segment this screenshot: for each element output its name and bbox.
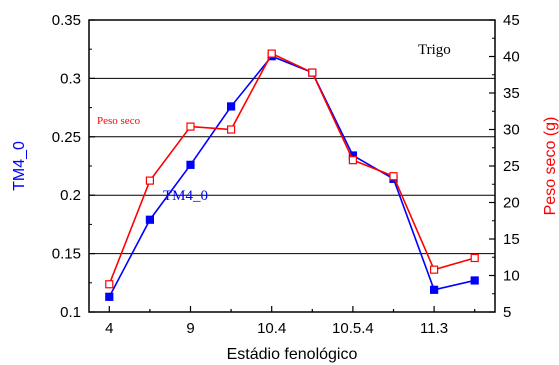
data-point-tm4-0 bbox=[227, 102, 236, 111]
data-point-peso-seco bbox=[267, 49, 276, 58]
data-point-tm4-0 bbox=[105, 292, 114, 301]
data-point-peso-seco bbox=[105, 280, 114, 289]
x-axis-title: Estádio fenológico bbox=[227, 346, 358, 363]
data-point-peso-seco bbox=[308, 68, 317, 77]
right-y-tick-label: 45 bbox=[503, 12, 520, 29]
tick-marks bbox=[89, 19, 495, 313]
data-point-tm4-0 bbox=[430, 285, 439, 294]
right-y-tick-label: 25 bbox=[503, 158, 520, 175]
data-point-peso-seco bbox=[470, 253, 479, 263]
data-point-peso-seco bbox=[186, 122, 195, 131]
data-point-tm4-0 bbox=[186, 160, 195, 169]
right-y-tick-label: 30 bbox=[503, 122, 520, 139]
right-y-tick-label: 20 bbox=[503, 195, 520, 212]
left-y-tick-label: 0.3 bbox=[60, 70, 81, 87]
right-y-tick-label: 35 bbox=[503, 85, 520, 102]
x-tick-label: 10.4 bbox=[257, 320, 286, 337]
right-y-axis-title: Peso seco (g) bbox=[542, 117, 559, 216]
series-layer bbox=[105, 49, 479, 301]
data-point-peso-seco bbox=[430, 265, 439, 274]
left-y-tick-label: 0.1 bbox=[60, 304, 81, 321]
x-tick-label: 4 bbox=[105, 320, 113, 337]
data-point-peso-seco bbox=[348, 156, 357, 165]
series-line-peso-seco bbox=[108, 52, 475, 285]
right-y-tick-label: 10 bbox=[503, 268, 520, 285]
data-point-peso-seco bbox=[389, 172, 398, 181]
x-tick-label: 10.5.4 bbox=[332, 320, 374, 337]
right-y-tick-label: 5 bbox=[503, 304, 511, 321]
left-y-tick-label: 0.35 bbox=[52, 12, 81, 29]
annotation-tm4-0: TM4_0 bbox=[163, 188, 208, 204]
right-y-tick-label: 40 bbox=[503, 49, 520, 66]
data-point-tm4-0 bbox=[470, 276, 479, 285]
left-y-tick-label: 0.25 bbox=[52, 129, 81, 146]
right-y-tick-label: 15 bbox=[503, 231, 520, 248]
x-tick-label: 11.3 bbox=[420, 320, 448, 337]
tick-labels: 0.1 0.15 0.2 0.25 0.3 0.35 5 10 15 20 25 30 35 40 45 4 9… bbox=[52, 12, 520, 337]
data-point-peso-seco bbox=[227, 125, 236, 134]
left-y-axis-title: TM4_0 bbox=[11, 141, 28, 191]
left-y-tick-label: 0.2 bbox=[60, 187, 81, 204]
annotation-trigo: Trigo bbox=[418, 42, 451, 58]
series-line-tm4-0 bbox=[108, 55, 475, 298]
x-tick-label: 9 bbox=[186, 320, 194, 337]
data-point-tm4-0 bbox=[145, 215, 154, 224]
data-point-peso-seco bbox=[145, 176, 154, 185]
left-y-tick-label: 0.15 bbox=[52, 246, 81, 263]
annotation-peso-seco: Peso seco bbox=[97, 115, 141, 127]
